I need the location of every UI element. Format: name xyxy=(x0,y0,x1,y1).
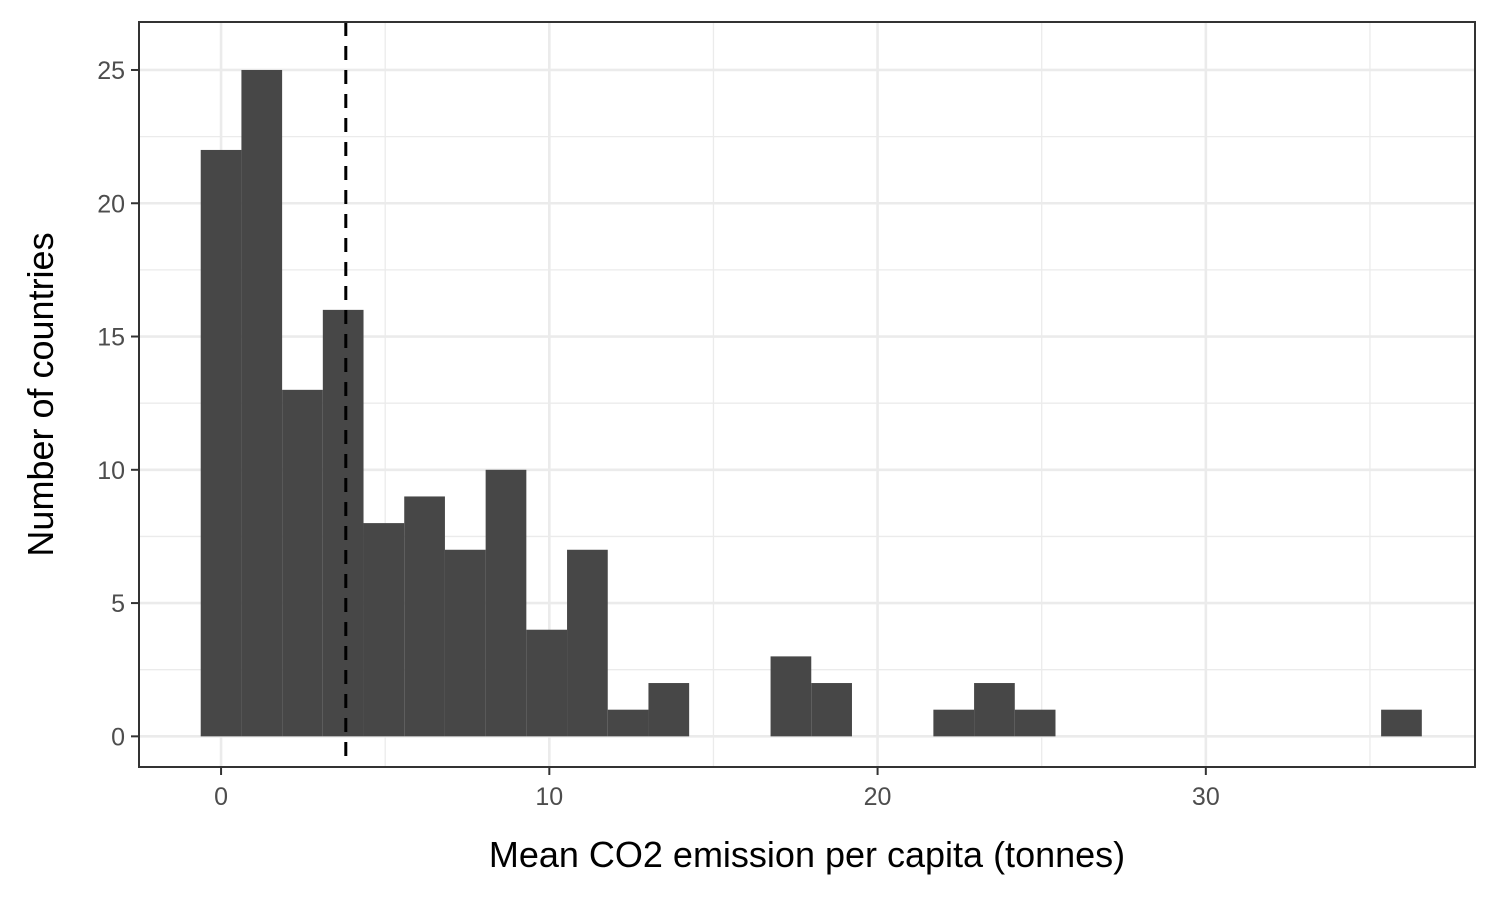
x-tick-label: 30 xyxy=(1192,783,1220,811)
histogram-bar xyxy=(567,549,608,737)
x-axis-title: Mean CO2 emission per capita (tonnes) xyxy=(489,834,1125,875)
histogram-bar xyxy=(526,629,568,737)
histogram-bar xyxy=(933,709,975,737)
histogram-bar xyxy=(974,683,1015,737)
histogram-bar xyxy=(770,656,812,737)
x-axis: 0 10 20 30 xyxy=(214,767,1220,811)
histogram-bar xyxy=(322,309,364,737)
x-tick-label: 10 xyxy=(535,783,563,811)
histogram-bar xyxy=(241,69,283,737)
histogram-bar xyxy=(404,496,445,737)
histogram-bar xyxy=(282,389,323,737)
y-tick-label: 20 xyxy=(97,190,125,218)
panel-border xyxy=(138,21,1476,768)
histogram-bar xyxy=(485,469,527,737)
histogram-bars xyxy=(200,69,1422,737)
y-tick-label: 10 xyxy=(97,457,125,485)
x-tick-label: 0 xyxy=(214,783,228,811)
histogram-bar xyxy=(1381,709,1422,737)
histogram-bar xyxy=(811,683,852,737)
histogram-bar xyxy=(1014,709,1056,737)
histogram-bar xyxy=(200,149,242,737)
y-tick-label: 5 xyxy=(111,590,125,618)
x-tick-label: 20 xyxy=(864,783,892,811)
y-tick-label: 25 xyxy=(97,57,125,85)
y-axis: 0 5 10 15 20 25 xyxy=(97,57,139,751)
y-tick-label: 15 xyxy=(97,324,125,352)
histogram-bar xyxy=(648,683,690,737)
histogram-bar xyxy=(363,523,405,737)
y-axis-title: Number of countries xyxy=(20,232,61,556)
histogram-bar xyxy=(444,549,486,737)
y-tick-label: 0 xyxy=(111,723,125,751)
histogram-bar xyxy=(607,709,649,737)
